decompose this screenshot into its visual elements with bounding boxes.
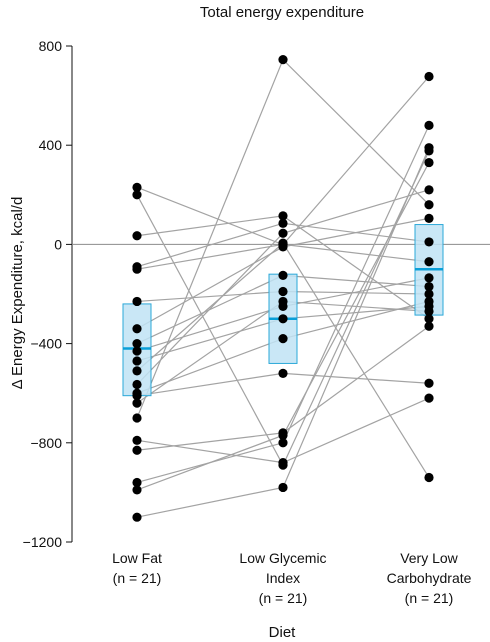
y-axis-label: Δ Energy Expenditure, kcal/d	[9, 197, 26, 390]
category-label: Low Glycemic	[239, 550, 326, 566]
chart-title: Total energy expenditure	[200, 4, 364, 21]
data-point	[132, 379, 142, 390]
category-label: (n = 21)	[259, 590, 308, 606]
data-point	[424, 185, 434, 195]
data-point	[278, 218, 288, 228]
data-point	[424, 237, 434, 247]
x-category-labels: Low Fat (n = 21) Low Glycemic Index (n = 21)…	[112, 550, 472, 606]
data-point	[424, 314, 434, 324]
data-point	[278, 238, 288, 248]
data-point	[424, 71, 434, 82]
data-point	[132, 339, 142, 349]
category-label: Carbohydrate	[387, 570, 472, 586]
data-point	[278, 482, 288, 493]
data-point	[278, 55, 288, 65]
data-point	[424, 281, 434, 292]
data-point	[278, 314, 288, 324]
data-point	[132, 346, 142, 356]
data-point	[278, 211, 288, 221]
data-point	[132, 264, 142, 274]
data-point	[132, 512, 142, 522]
data-point	[278, 228, 288, 238]
y-tick-label: −400	[30, 336, 62, 352]
data-point	[132, 231, 142, 241]
category-label: (n = 21)	[113, 570, 162, 586]
data-point	[132, 296, 142, 307]
data-point	[424, 289, 434, 299]
data-point	[132, 435, 142, 445]
data-point	[424, 213, 434, 223]
data-point	[424, 378, 434, 388]
participant-points	[132, 55, 434, 522]
y-tick-label: 400	[39, 137, 63, 153]
category-label: Very Low	[400, 550, 458, 566]
data-point	[278, 428, 288, 438]
data-point	[132, 413, 142, 423]
data-point	[424, 157, 434, 168]
data-point	[424, 472, 434, 483]
data-point	[132, 182, 142, 192]
data-point	[278, 438, 288, 448]
data-point	[424, 321, 434, 331]
y-axis-label-group: Δ Energy Expenditure, kcal/d	[9, 197, 26, 390]
data-point	[424, 393, 434, 403]
data-point	[132, 324, 142, 334]
y-ticks: 800 400 0 −400 −800 −1200	[23, 38, 72, 550]
data-point	[132, 190, 142, 200]
data-point	[424, 143, 434, 153]
data-point	[132, 391, 142, 401]
data-point	[132, 477, 142, 488]
y-tick-label: −800	[30, 435, 62, 451]
data-point	[278, 458, 288, 468]
data-point	[424, 306, 434, 316]
category-label: Low Fat	[112, 550, 162, 566]
data-point	[132, 366, 142, 376]
data-point	[424, 296, 434, 307]
data-point	[278, 368, 288, 378]
y-tick-label: 0	[54, 236, 62, 252]
data-point	[278, 286, 288, 297]
data-point	[278, 270, 288, 280]
data-point	[424, 273, 434, 283]
category-label: (n = 21)	[405, 590, 454, 606]
data-point	[132, 356, 142, 366]
category-label: Index	[266, 570, 300, 586]
y-tick-label: 800	[39, 38, 63, 54]
data-point	[424, 257, 434, 267]
data-point	[132, 398, 142, 408]
data-point	[132, 485, 142, 495]
x-axis-label: Diet	[269, 624, 297, 641]
data-point	[278, 334, 288, 344]
data-point	[424, 200, 434, 210]
data-point	[424, 120, 434, 130]
data-point	[132, 445, 142, 455]
data-point	[278, 296, 288, 307]
y-tick-label: −1200	[23, 534, 63, 550]
